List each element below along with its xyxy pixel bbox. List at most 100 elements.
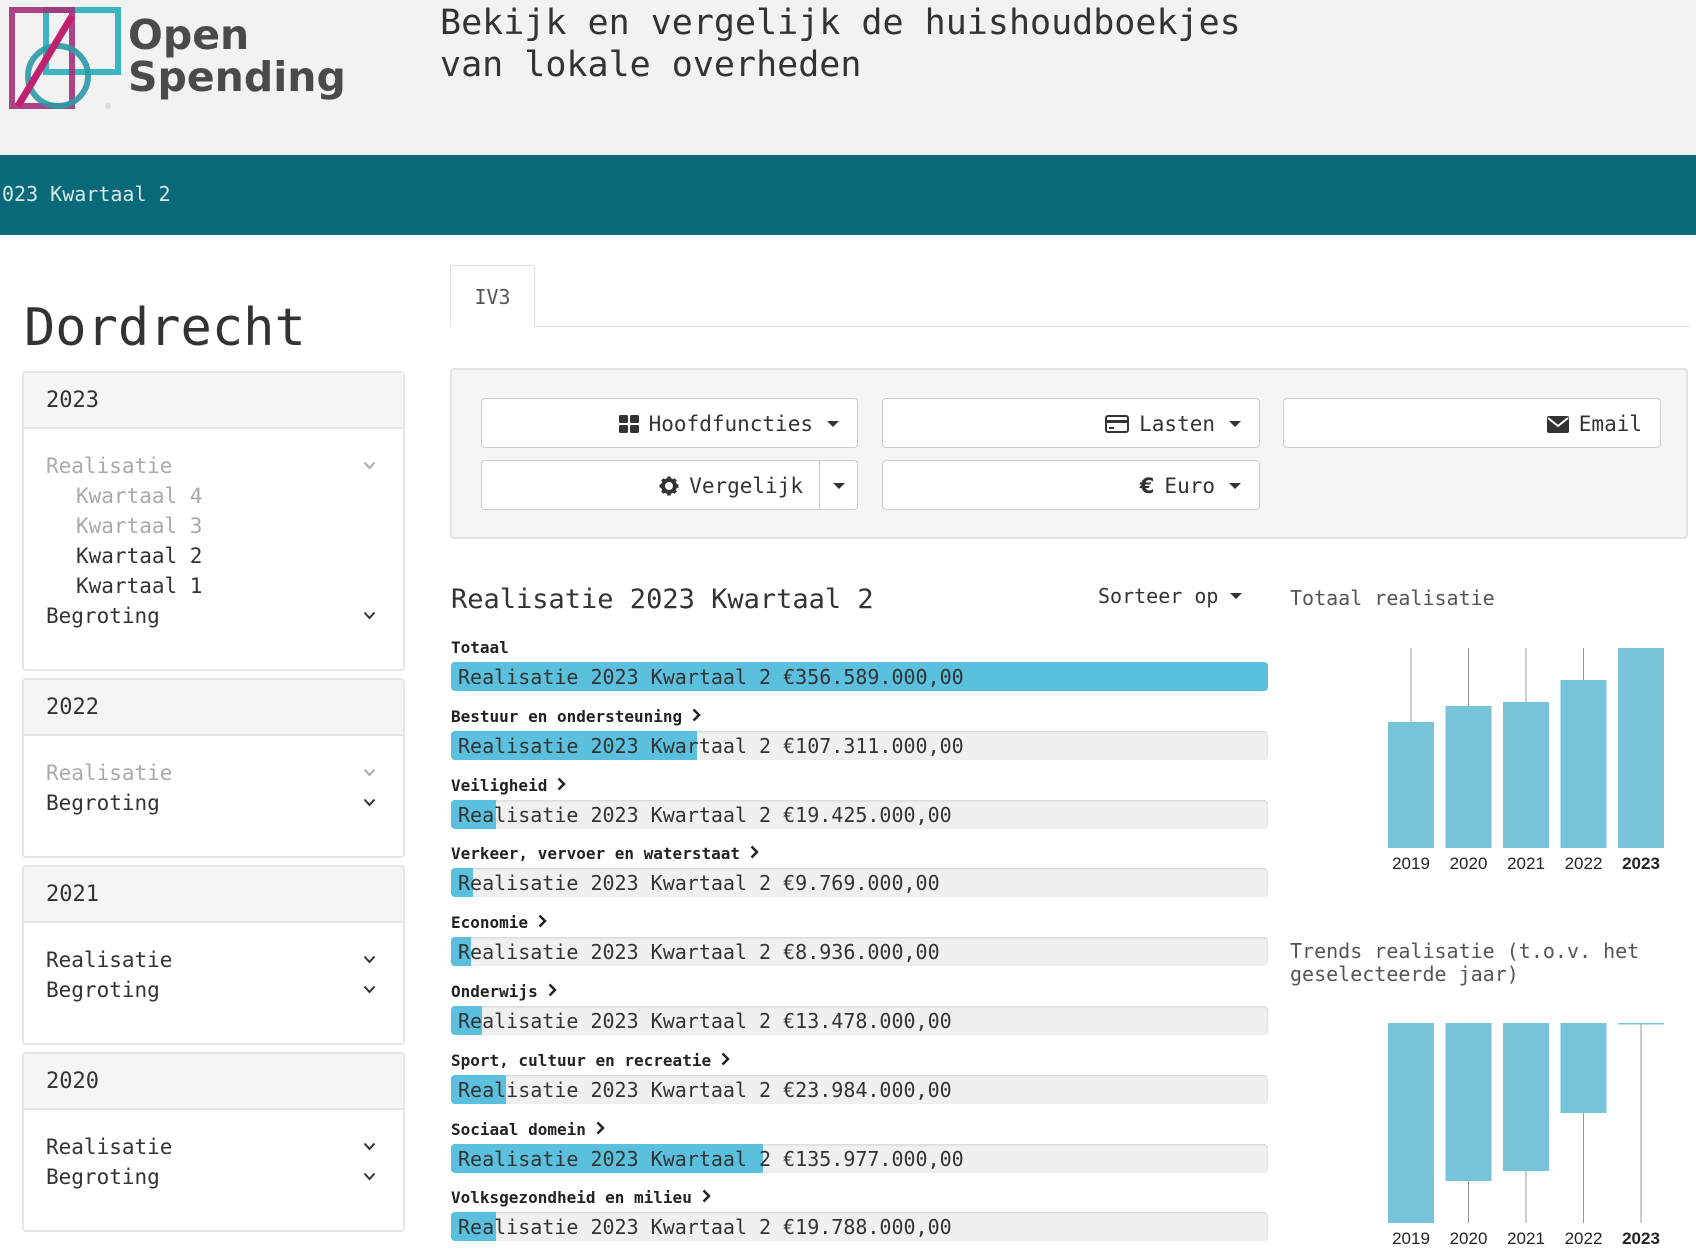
chart-bar-2021[interactable]: [1503, 702, 1549, 848]
chevron-down-icon[interactable]: [359, 758, 381, 788]
vergelijk-split-button[interactable]: Vergelijk: [481, 460, 858, 510]
site-header: Open Spending Bekijk en vergelijk de hui…: [0, 0, 1696, 155]
category-link[interactable]: Sport, cultuur en recreatie: [451, 1051, 730, 1070]
x-tick-label: 2019: [1392, 854, 1430, 873]
sidebar-item-realisatie[interactable]: Realisatie: [46, 758, 381, 788]
value-bar-fill: [451, 662, 1268, 691]
chart-bar-2023[interactable]: [1618, 648, 1664, 848]
open-spending-logo[interactable]: [8, 6, 128, 110]
chevron-down-icon[interactable]: [359, 1162, 381, 1192]
year-heading[interactable]: 2022: [24, 680, 403, 736]
category-link[interactable]: Onderwijs: [451, 982, 557, 1001]
sidebar-item-label: Realisatie: [46, 1135, 173, 1159]
sidebar-item-label: Kwartaal 2: [76, 544, 203, 568]
sort-dropdown[interactable]: Sorteer op: [1098, 584, 1243, 608]
chart-bar-2023[interactable]: [1618, 1023, 1664, 1025]
x-tick-label: 2021: [1507, 854, 1545, 873]
chevron-right-icon: [721, 1051, 730, 1070]
chevron-right-icon: [750, 844, 759, 863]
caret-down-icon: [1229, 483, 1241, 489]
chevron-right-icon: [548, 982, 557, 1001]
category-link[interactable]: Bestuur en ondersteuning: [451, 707, 701, 726]
value-bar: Realisatie 2023 Kwartaal 2 €13.478.000,0…: [451, 1006, 1268, 1035]
sidebar-item-kwartaal-1[interactable]: Kwartaal 1: [46, 571, 381, 601]
sidebar-item-label: Kwartaal 1: [76, 574, 203, 598]
sort-label: Sorteer op: [1098, 584, 1219, 608]
email-button[interactable]: Email: [1283, 398, 1661, 448]
category-label: Sociaal domein: [451, 1120, 586, 1139]
hoofdfuncties-dropdown[interactable]: Hoofdfuncties: [481, 398, 858, 448]
chart-bar-2021[interactable]: [1503, 1023, 1549, 1171]
chevron-down-icon[interactable]: [359, 975, 381, 1005]
sidebar-item-begroting[interactable]: Begroting: [46, 975, 381, 1005]
chevron-down-icon[interactable]: [359, 451, 381, 481]
sidebar-item-begroting[interactable]: Begroting: [46, 601, 381, 631]
lasten-dropdown[interactable]: Lasten: [882, 398, 1260, 448]
x-tick-label: 2023: [1622, 854, 1660, 873]
credit-card-icon: [1105, 415, 1130, 433]
chart-bar-2020[interactable]: [1445, 1023, 1492, 1181]
category-label: Totaal: [451, 638, 509, 657]
year-panel-2021: 2021 Realisatie Begroting: [22, 865, 405, 1045]
sidebar-item-begroting[interactable]: Begroting: [46, 1162, 381, 1192]
category-label: Onderwijs: [451, 982, 538, 1001]
chart-bar-2022[interactable]: [1560, 680, 1607, 848]
year-panel-2020: 2020 Realisatie Begroting: [22, 1052, 405, 1232]
city-title: Dordrecht: [24, 298, 306, 358]
chart-bar-2019[interactable]: [1388, 1023, 1434, 1223]
sidebar-item-realisatie[interactable]: Realisatie: [46, 945, 381, 975]
category-link[interactable]: Veiligheid: [451, 776, 567, 795]
logo-text[interactable]: Open Spending: [128, 14, 346, 98]
chart-bar-2019[interactable]: [1388, 722, 1434, 848]
sidebar-item-kwartaal-4[interactable]: Kwartaal 4: [46, 481, 381, 511]
trend-chart-title: Trends realisatie (t.o.v. het geselectee…: [1290, 939, 1640, 986]
chevron-down-icon[interactable]: [359, 601, 381, 631]
chart-bar-2020[interactable]: [1445, 706, 1492, 848]
vergelijk-toggle[interactable]: [819, 461, 857, 509]
chevron-right-icon: [596, 1120, 605, 1139]
category-label: Veiligheid: [451, 776, 548, 795]
euro-label: Euro: [1164, 474, 1215, 498]
chevron-right-icon: [538, 913, 547, 932]
totaal-chart: 2019 2020 2021 2022 2023: [1388, 648, 1664, 873]
sidebar-item-kwartaal-3[interactable]: Kwartaal 3: [46, 511, 381, 541]
sidebar-item-label: Begroting: [46, 978, 160, 1002]
chevron-right-icon: [692, 707, 701, 726]
year-heading[interactable]: 2020: [24, 1054, 403, 1110]
gear-icon: [659, 476, 679, 496]
grid-icon: [618, 415, 639, 433]
chevron-down-icon[interactable]: [359, 945, 381, 975]
year-heading[interactable]: 2023: [24, 373, 403, 429]
realisatie-title: Realisatie 2023 Kwartaal 2: [451, 584, 874, 615]
category-link[interactable]: Economie: [451, 913, 547, 932]
email-label: Email: [1578, 412, 1642, 436]
sidebar-item-kwartaal-2[interactable]: Kwartaal 2: [46, 541, 381, 571]
year-items: Realisatie Begroting: [24, 923, 403, 1005]
category-label: Sport, cultuur en recreatie: [451, 1051, 712, 1070]
year-heading[interactable]: 2021: [24, 867, 403, 923]
envelope-icon: [1546, 415, 1569, 433]
chevron-down-icon[interactable]: [359, 788, 381, 818]
sidebar-item-label: Begroting: [46, 604, 160, 628]
chart-bar-2022[interactable]: [1560, 1023, 1607, 1113]
euro-icon: €: [1139, 474, 1155, 498]
value-bar-fill: [451, 1212, 497, 1241]
chevron-down-icon[interactable]: [359, 1132, 381, 1162]
caret-down-icon: [833, 483, 845, 489]
value-bar: Realisatie 2023 Kwartaal 2 €107.311.000,…: [451, 731, 1268, 760]
euro-dropdown[interactable]: € Euro: [882, 460, 1260, 510]
sidebar-item-realisatie[interactable]: Realisatie: [46, 451, 381, 481]
category-link[interactable]: Sociaal domein: [451, 1120, 605, 1139]
sidebar-item-begroting[interactable]: Begroting: [46, 788, 381, 818]
sidebar-item-label: Realisatie: [46, 761, 173, 785]
year-items: Realisatie Begroting: [24, 736, 403, 818]
period-bar: 023 Kwartaal 2: [0, 155, 1696, 235]
category-link[interactable]: Verkeer, vervoer en waterstaat: [451, 844, 759, 863]
sidebar-item-label: Begroting: [46, 791, 160, 815]
vergelijk-label: Vergelijk: [689, 474, 803, 498]
category-link[interactable]: Totaal: [451, 638, 509, 657]
category-link[interactable]: Volksgezondheid en milieu: [451, 1188, 711, 1207]
sidebar-item-realisatie[interactable]: Realisatie: [46, 1132, 381, 1162]
value-bar-fill: [451, 937, 472, 966]
tab-iv3[interactable]: IV3: [450, 265, 535, 327]
